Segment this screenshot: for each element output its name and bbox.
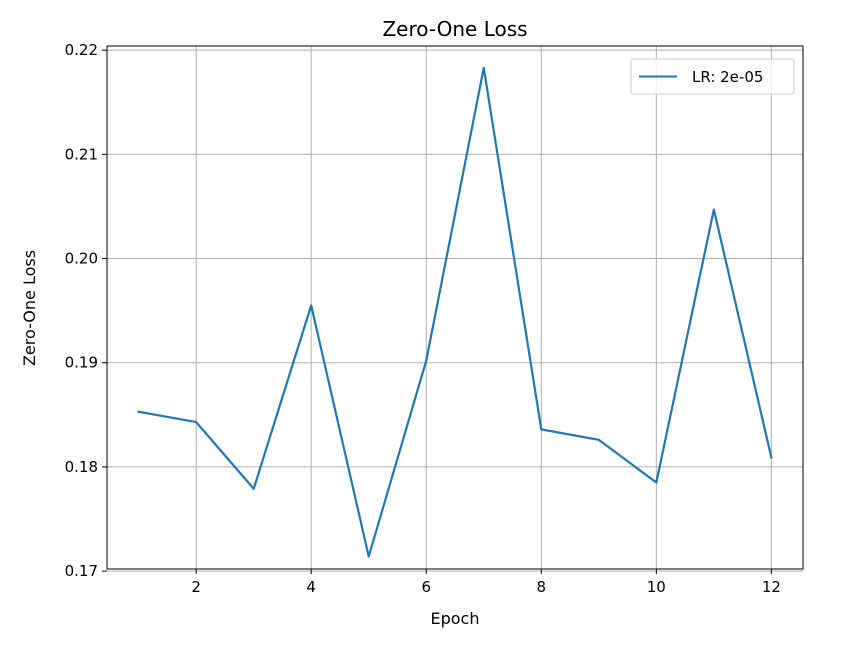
x-tick-label: 8 (537, 578, 547, 596)
y-tick-label: 0.22 (65, 41, 98, 59)
x-tick-label: 2 (191, 578, 201, 596)
grid (107, 46, 803, 572)
x-tick-label: 10 (647, 578, 666, 596)
series-line (137, 66, 773, 558)
y-tick-label: 0.20 (65, 250, 98, 268)
x-tick-label: 12 (762, 578, 781, 596)
y-axis-label: Zero-One Loss (20, 250, 39, 366)
series-layer (137, 66, 773, 558)
y-tick-label: 0.17 (65, 562, 98, 580)
x-axis-label: Epoch (431, 609, 480, 628)
plot-frame (106, 45, 804, 570)
x-tick-label: 6 (421, 578, 431, 596)
x-tick-label: 4 (306, 578, 316, 596)
chart-title: Zero-One Loss (382, 17, 527, 41)
legend-box (630, 58, 795, 95)
x-axis-ticks: 2 4 6 8 10 12 (191, 569, 781, 596)
y-tick-label: 0.18 (65, 458, 98, 476)
legend-label: LR: 2e-05 (692, 68, 763, 86)
y-axis-ticks: 0.17 0.18 0.19 0.20 0.21 0.22 (65, 41, 107, 580)
y-tick-label: 0.19 (65, 354, 98, 372)
legend: LR: 2e-05 (630, 58, 795, 95)
y-tick-label: 0.21 (65, 145, 98, 163)
